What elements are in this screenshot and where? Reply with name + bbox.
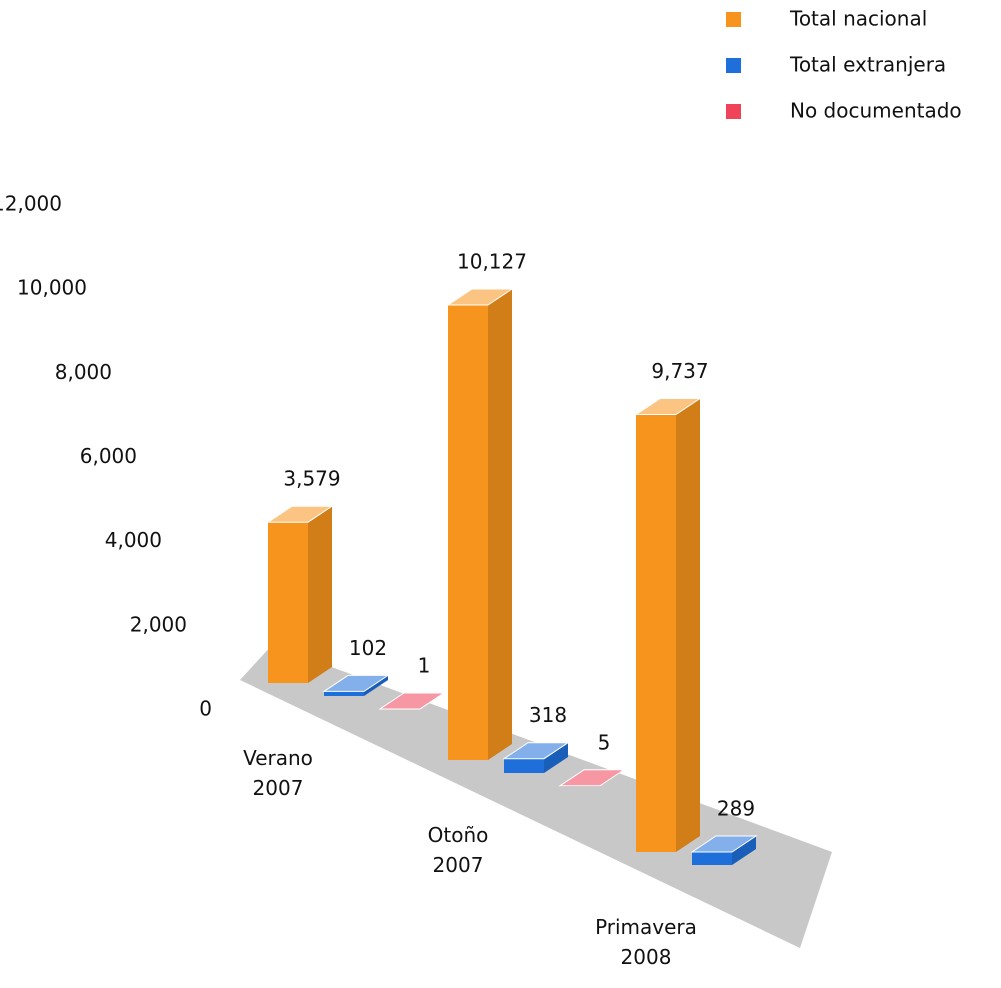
bar-side xyxy=(676,398,700,852)
bar xyxy=(558,769,626,787)
bar-side xyxy=(308,506,332,683)
bar xyxy=(690,835,758,865)
value-label: 318 xyxy=(529,703,567,727)
bar-front xyxy=(268,522,308,683)
bar-side xyxy=(732,836,756,865)
bar-top-tint xyxy=(504,742,568,759)
legend-label: Total nacional xyxy=(789,7,927,31)
value-label: 9,737 xyxy=(651,359,708,383)
legend-swatch xyxy=(726,58,741,73)
bar-side-shade xyxy=(308,506,332,683)
y-tick-label: 8,000 xyxy=(55,360,112,384)
y-tick-label: 0 xyxy=(199,697,212,721)
bar-side-shade xyxy=(732,836,756,865)
bar-top-tint xyxy=(448,289,512,305)
x-tick-label: Otoño 2007 xyxy=(427,823,489,877)
y-tick-label: 4,000 xyxy=(105,528,162,552)
bar-side-shade xyxy=(488,289,512,760)
bar-top xyxy=(634,398,702,416)
bar-front xyxy=(692,852,732,865)
bar xyxy=(634,398,702,852)
bar-top xyxy=(558,769,626,787)
value-label: 10,127 xyxy=(457,250,527,274)
bar-top xyxy=(378,692,446,710)
bar-side-shade xyxy=(676,398,700,852)
value-label: 102 xyxy=(349,636,387,660)
legend-swatch xyxy=(726,104,741,119)
value-label: 3,579 xyxy=(283,467,340,491)
bar xyxy=(502,742,570,773)
bar-front xyxy=(324,691,364,696)
bar xyxy=(322,674,390,696)
bar-side xyxy=(488,289,512,760)
y-tick-label: 2,000 xyxy=(130,612,187,636)
bar-side-shade xyxy=(544,742,568,773)
bar-top-tint xyxy=(380,692,444,709)
bar-top xyxy=(446,288,514,306)
y-tick-label: 6,000 xyxy=(80,444,137,468)
bar-top-tint xyxy=(692,836,756,853)
bar xyxy=(446,288,514,760)
bar-top xyxy=(502,742,570,760)
value-label: 5 xyxy=(598,730,611,754)
bar-top xyxy=(322,674,390,692)
bar-top-tint xyxy=(560,769,624,786)
x-tick-label: Primavera 2008 xyxy=(595,915,697,969)
bar-top-tint xyxy=(324,675,388,692)
x-tick-label: Verano 2007 xyxy=(243,746,313,800)
bar-top xyxy=(266,505,334,523)
legend-label: No documentado xyxy=(790,99,962,123)
y-tick-label: 10,000 xyxy=(17,276,87,300)
bar-side-shade xyxy=(364,675,388,696)
bar-side xyxy=(364,675,388,696)
bar-top xyxy=(690,835,758,853)
bar xyxy=(266,505,334,683)
bar-front xyxy=(504,758,544,773)
legend-swatch xyxy=(726,12,741,27)
value-label: 1 xyxy=(418,653,431,677)
bar-side xyxy=(544,742,568,773)
value-label: 289 xyxy=(717,797,755,821)
bar-top-tint xyxy=(268,506,332,523)
y-tick-label: 12,000 xyxy=(0,192,62,216)
legend-label: Total extranjera xyxy=(789,53,946,77)
bar-front xyxy=(636,414,676,852)
bar-front xyxy=(448,305,488,760)
floor xyxy=(240,645,832,948)
bar xyxy=(378,692,446,710)
bar-top-tint xyxy=(636,398,700,415)
